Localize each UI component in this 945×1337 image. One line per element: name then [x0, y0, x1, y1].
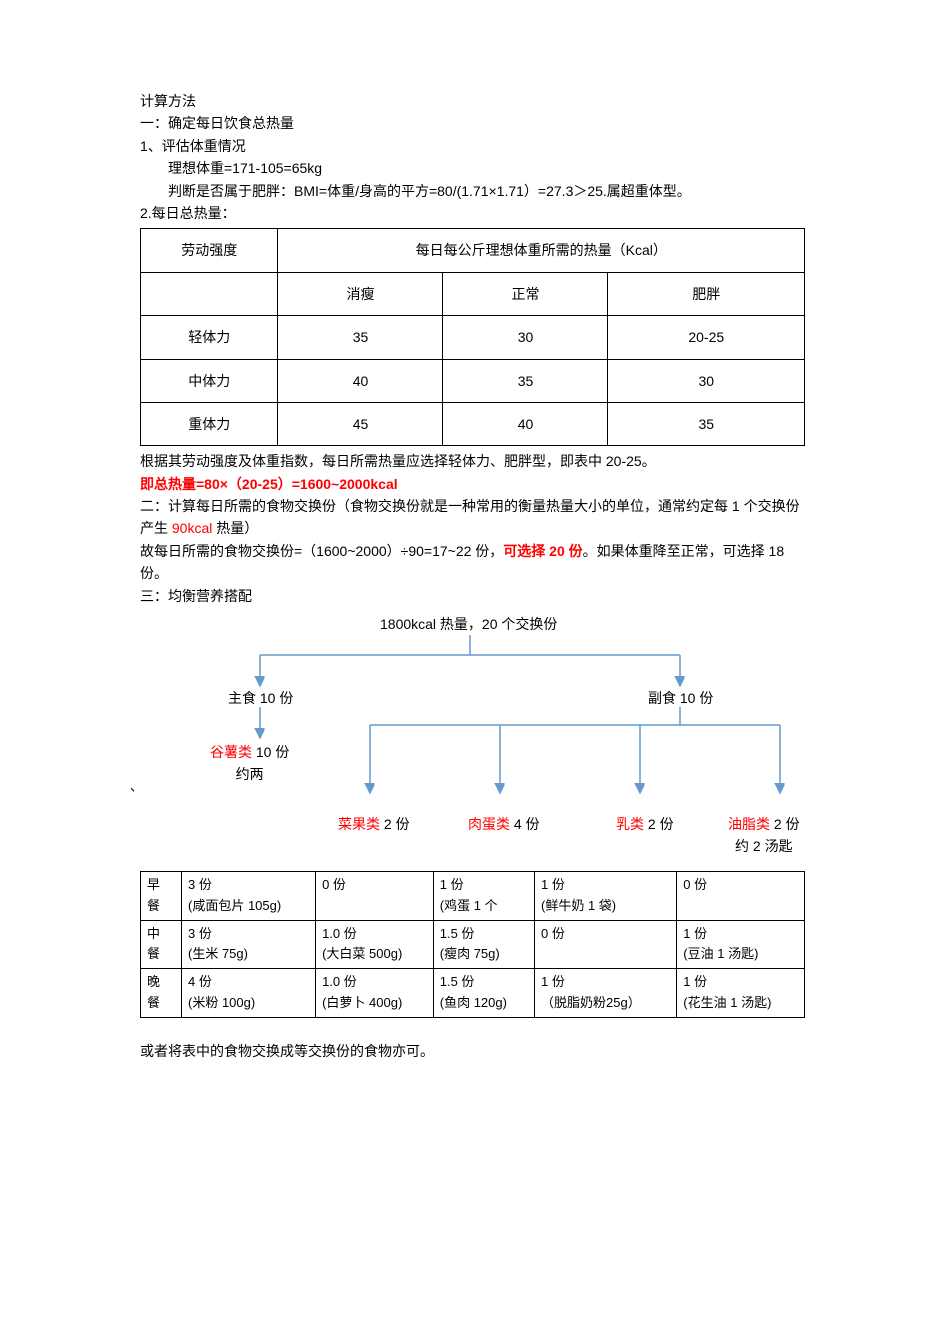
t1-col1: 正常 — [443, 272, 608, 315]
tree-right: 副食 10 份 — [648, 687, 713, 709]
t1-r0-1: 30 — [443, 316, 608, 359]
t2-r2-meal: 晚餐 — [141, 969, 182, 1018]
t2-r1-3: 0 份 — [535, 920, 677, 969]
t1-r2-0: 45 — [278, 402, 443, 445]
leaf-d3: 约 2 汤匙 — [735, 838, 793, 854]
leaf-c1: 乳类 — [616, 816, 644, 832]
after-t1-b: 即总热量=80×（20-25）=1600~2000kcal — [140, 473, 805, 495]
sec2-d1: 故每日所需的食物交换份=（1600~2000）÷90=17~22 份， — [140, 543, 503, 559]
t1-r0-2: 20-25 — [608, 316, 805, 359]
title: 计算方法 — [140, 90, 805, 112]
tree-ll2: 10 份 — [252, 744, 289, 760]
t2-r0-4: 0 份 — [677, 872, 805, 921]
s1-2: 2.每日总热量： — [140, 202, 805, 224]
t2-r2-0: 4 份(米粉 100g) — [182, 969, 316, 1018]
leaf-d2: 2 份 — [770, 816, 800, 832]
t1-r1-1: 35 — [443, 359, 608, 402]
leaf-c2: 2 份 — [644, 816, 674, 832]
t2-r0-2: 1 份(鸡蛋 1 个 — [433, 872, 534, 921]
t2-r2-3: 1 份（脱脂奶粉25g） — [535, 969, 677, 1018]
t2-r0-3: 1 份(鲜牛奶 1 袋) — [535, 872, 677, 921]
t1-r1-2: 30 — [608, 359, 805, 402]
t1-r2-2: 35 — [608, 402, 805, 445]
t2-r2-2: 1.5 份(鱼肉 120g) — [433, 969, 534, 1018]
tree-left: 主食 10 份 — [228, 687, 293, 709]
leaf-d1: 油脂类 — [728, 816, 770, 832]
t2-r1-4: 1 份(豆油 1 汤匙) — [677, 920, 805, 969]
t2-r2-1: 1.0 份(白萝卜 400g) — [316, 969, 434, 1018]
t1-blank — [141, 272, 278, 315]
t1-r2-label: 重体力 — [141, 402, 278, 445]
t2-r1-1: 1.0 份(大白菜 500g) — [316, 920, 434, 969]
t1-col0: 消瘦 — [278, 272, 443, 315]
s1-1: 1、评估体重情况 — [140, 135, 805, 157]
t2-r0-meal: 早餐 — [141, 872, 182, 921]
sec2: 二：计算每日所需的食物交换份（食物交换份就是一种常用的衡量热量大小的单位，通常约… — [140, 495, 805, 540]
t1-r1-0: 40 — [278, 359, 443, 402]
t1-h-right: 每日每公斤理想体重所需的热量（Kcal） — [278, 229, 805, 272]
t2-r1-2: 1.5 份(瘦肉 75g) — [433, 920, 534, 969]
leaf-b2: 4 份 — [510, 816, 540, 832]
leaf-b1: 肉蛋类 — [468, 816, 510, 832]
t2-r2-4: 1 份(花生油 1 汤匙) — [677, 969, 805, 1018]
energy-table: 劳动强度 每日每公斤理想体重所需的热量（Kcal） 消瘦 正常 肥胖 轻体力 3… — [140, 228, 805, 446]
t1-r0-label: 轻体力 — [141, 316, 278, 359]
t1-r2-1: 40 — [443, 402, 608, 445]
footer-line: 或者将表中的食物交换成等交换份的食物亦可。 — [140, 1040, 805, 1062]
t2-r1-0: 3 份(生米 75g) — [182, 920, 316, 969]
t1-col2: 肥胖 — [608, 272, 805, 315]
tree-diagram: 1800kcal 热量，20 个交换份 主食 10 份 副食 10 份 谷薯类 … — [140, 607, 805, 867]
sec1-heading: 一：确定每日饮食总热量 — [140, 112, 805, 134]
meal-table: 早餐 3 份(咸面包片 105g) 0 份 1 份(鸡蛋 1 个 1 份(鲜牛奶… — [140, 871, 805, 1018]
s1-1a: 理想体重=171-105=65kg — [140, 157, 805, 179]
t2-r0-1: 0 份 — [316, 872, 434, 921]
sec2-b: 90kcal — [172, 520, 212, 536]
t1-h-left: 劳动强度 — [141, 229, 278, 272]
tree-root: 1800kcal 热量，20 个交换份 — [380, 613, 557, 635]
t1-r1-label: 中体力 — [141, 359, 278, 402]
s1-1b: 判断是否属于肥胖：BMI=体重/身高的平方=80/(1.71×1.71）=27.… — [140, 180, 805, 202]
sec2-d: 故每日所需的食物交换份=（1600~2000）÷90=17~22 份，可选择 2… — [140, 540, 805, 585]
after-t1-a: 根据其劳动强度及体重指数，每日所需热量应选择轻体力、肥胖型，即表中 20-25。 — [140, 450, 805, 472]
t2-r1-meal: 中餐 — [141, 920, 182, 969]
sec3: 三：均衡营养搭配 — [140, 585, 805, 607]
t1-r0-0: 35 — [278, 316, 443, 359]
tree-ll1: 谷薯类 — [210, 744, 252, 760]
tree-ll3: 约两 — [236, 766, 264, 782]
sec2-d2: 可选择 20 份 — [503, 543, 582, 559]
tick-mark: 、 — [130, 777, 143, 798]
t2-r0-0: 3 份(咸面包片 105g) — [182, 872, 316, 921]
sec2-c: 热量） — [212, 520, 258, 536]
leaf-a1: 菜果类 — [338, 816, 380, 832]
leaf-a2: 2 份 — [380, 816, 410, 832]
